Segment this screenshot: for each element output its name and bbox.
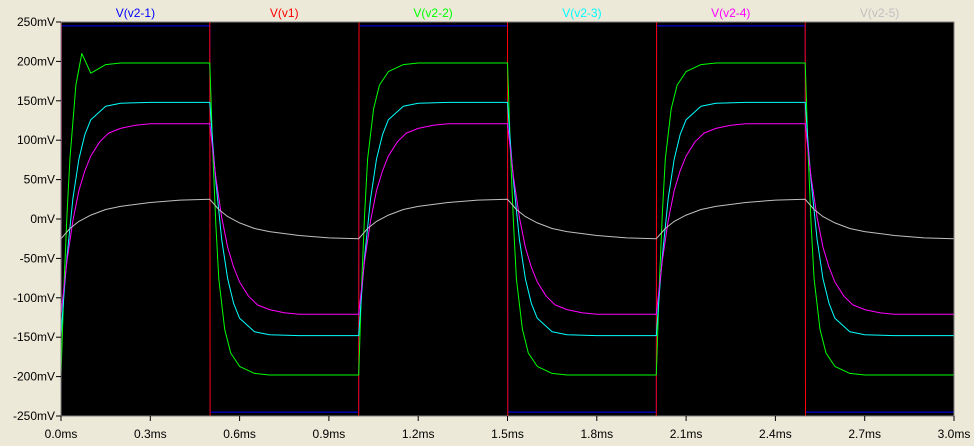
legend-entry[interactable]: V(v2-5) [860, 6, 899, 20]
x-tick-label: 0.9ms [313, 427, 346, 441]
x-tick-label: 0.3ms [134, 427, 167, 441]
x-tick-label: 2.7ms [848, 427, 881, 441]
legend-entry[interactable]: V(v2-4) [711, 6, 750, 20]
y-tick-label: 100mV [17, 133, 55, 147]
x-tick-label: 3.0ms [938, 427, 971, 441]
x-tick-label: 1.2ms [402, 427, 435, 441]
y-tick-label: 150mV [17, 94, 55, 108]
series-line-4[interactable] [60, 101, 954, 337]
y-tick-label: 250mV [17, 15, 55, 29]
legend-entry[interactable]: V(v2-1) [116, 6, 155, 20]
y-tick-label: -150mV [13, 330, 55, 344]
legend-entry[interactable]: V(v2-2) [413, 6, 452, 20]
y-tick-label: -100mV [13, 291, 55, 305]
series-line-6[interactable] [60, 198, 955, 240]
legend: V(v2-1) V(v1) V(v2-2) V(v2-3) V(v2-4) V(v2-5) [116, 6, 900, 20]
legend-entry[interactable]: V(v1) [270, 6, 299, 20]
x-tick-label: 1.5ms [491, 427, 524, 441]
y-tick-label: 200mV [17, 54, 55, 68]
series-line-3[interactable] [60, 53, 954, 376]
x-tick-label: 0.6ms [223, 427, 256, 441]
series-line-5[interactable] [60, 123, 954, 315]
x-tick-label: 0.0ms [45, 427, 78, 441]
y-tick-label: -50mV [20, 251, 55, 265]
y-tick-label: -200mV [13, 370, 55, 384]
y-tick-label: 50mV [24, 173, 55, 187]
legend-entry[interactable]: V(v2-3) [562, 6, 601, 20]
y-axis: 250mV 200mV 150mV 100mV 50mV 0mV -50mV -100mV -1… [13, 15, 61, 423]
y-tick-label: -250mV [13, 409, 55, 423]
x-tick-label: 2.4ms [759, 427, 792, 441]
x-tick-label: 1.8ms [580, 427, 613, 441]
y-tick-label: 0mV [30, 212, 55, 226]
x-tick-label: 2.1ms [670, 427, 703, 441]
x-axis: 0.0ms 0.3ms 0.6ms 0.9ms 1.2ms 1.5ms 1.8ms 2.1ms… [45, 416, 971, 441]
